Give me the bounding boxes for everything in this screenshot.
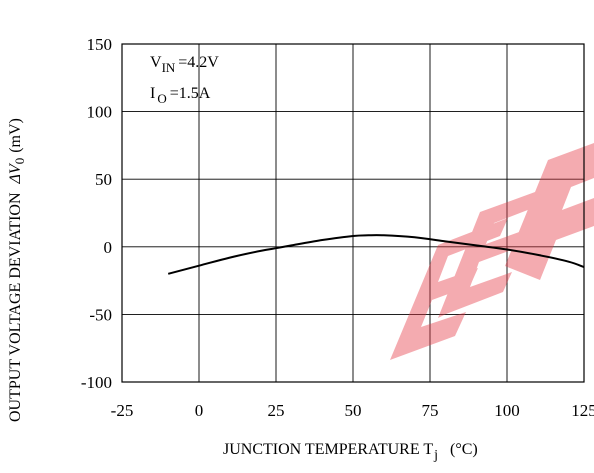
tick-layer: -25 0 25 50 75 100 125 150 100 50 0 -50 -100 xyxy=(81,35,594,420)
x-tick-label: 50 xyxy=(345,401,362,420)
series-layer xyxy=(167,234,585,275)
io-subscript: O xyxy=(157,91,166,106)
x-tick-label: -25 xyxy=(111,401,134,420)
y-tick-label: 50 xyxy=(95,170,112,189)
grid-layer xyxy=(122,44,584,382)
x-tick-label: 100 xyxy=(494,401,520,420)
plot-frame xyxy=(121,43,585,383)
x-tick-label: 125 xyxy=(571,401,594,420)
watermark-letter-e1 xyxy=(385,218,508,372)
vin-subscript: IN xyxy=(162,60,176,75)
y-tick-label: -100 xyxy=(81,373,112,392)
y-axis-title: OUTPUT VOLTAGE DEVIATIONΔV0(mV) xyxy=(7,118,27,422)
watermark xyxy=(385,143,594,372)
watermark-letter-p xyxy=(505,143,594,280)
y-axis-title-subscript: 0 xyxy=(12,158,27,165)
y-tick-label: 0 xyxy=(104,238,113,257)
x-tick-label: 0 xyxy=(195,401,204,420)
y-tick-label: 150 xyxy=(87,35,113,54)
x-axis-title: JUNCTION TEMPERATURE Tj (°C) xyxy=(223,441,478,463)
vin-annotation: VIN =4.2V xyxy=(150,54,219,75)
y-tick-label: 100 xyxy=(87,103,113,122)
watermark-letter-e2 xyxy=(438,188,546,318)
x-tick-label: 25 xyxy=(268,401,285,420)
x-axis-title-subscript: j xyxy=(433,448,438,463)
io-annotation: I O =1.5A xyxy=(150,85,211,106)
x-tick-label: 75 xyxy=(422,401,439,420)
y-tick-label: -50 xyxy=(89,305,112,324)
series-line xyxy=(167,234,585,275)
